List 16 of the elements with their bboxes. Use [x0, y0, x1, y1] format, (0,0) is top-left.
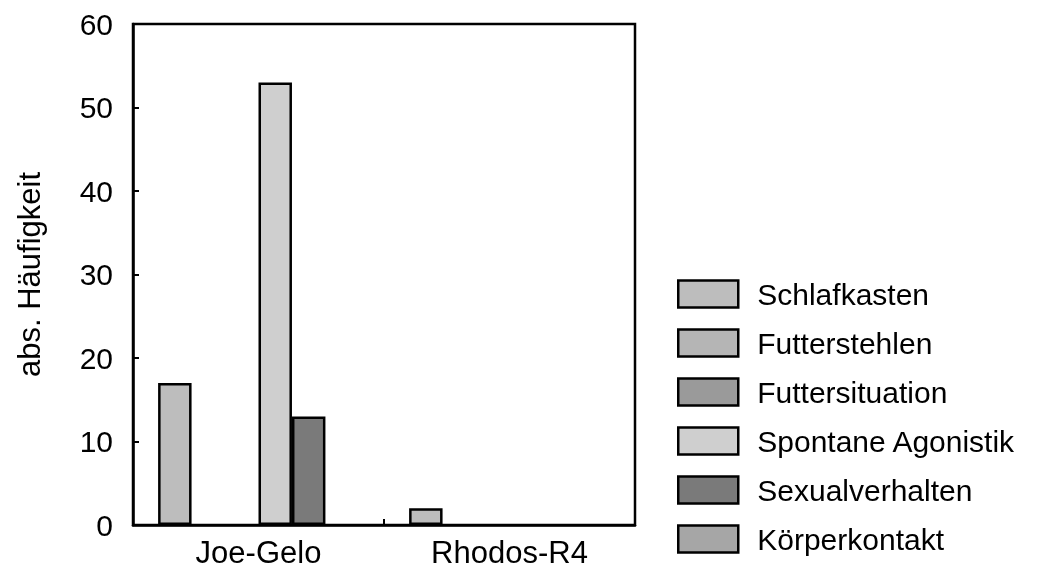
- legend-label: Futterstehlen: [757, 326, 933, 360]
- x-tick-label: Rhodos-R4: [431, 535, 588, 568]
- legend-label: Sexualverhalten: [757, 473, 973, 507]
- y-tick-label: 40: [79, 174, 113, 208]
- y-tick-label: 30: [79, 258, 113, 291]
- x-tick-label: Joe-Gelo: [195, 535, 322, 568]
- legend-label: Futtersituation: [757, 375, 948, 409]
- y-tick-label: 10: [79, 425, 113, 458]
- y-tick-label: 50: [79, 91, 113, 124]
- legend-label: Schlafkasten: [757, 277, 930, 311]
- legend-label: Spontane Agonistik: [757, 424, 1016, 458]
- legend-label: Körperkontakt: [757, 522, 945, 556]
- y-axis-title: abs. Häufigkeit: [12, 171, 47, 378]
- y-tick-label: 60: [79, 7, 113, 41]
- y-tick-label: 20: [79, 341, 113, 375]
- y-tick-label: 0: [96, 508, 113, 542]
